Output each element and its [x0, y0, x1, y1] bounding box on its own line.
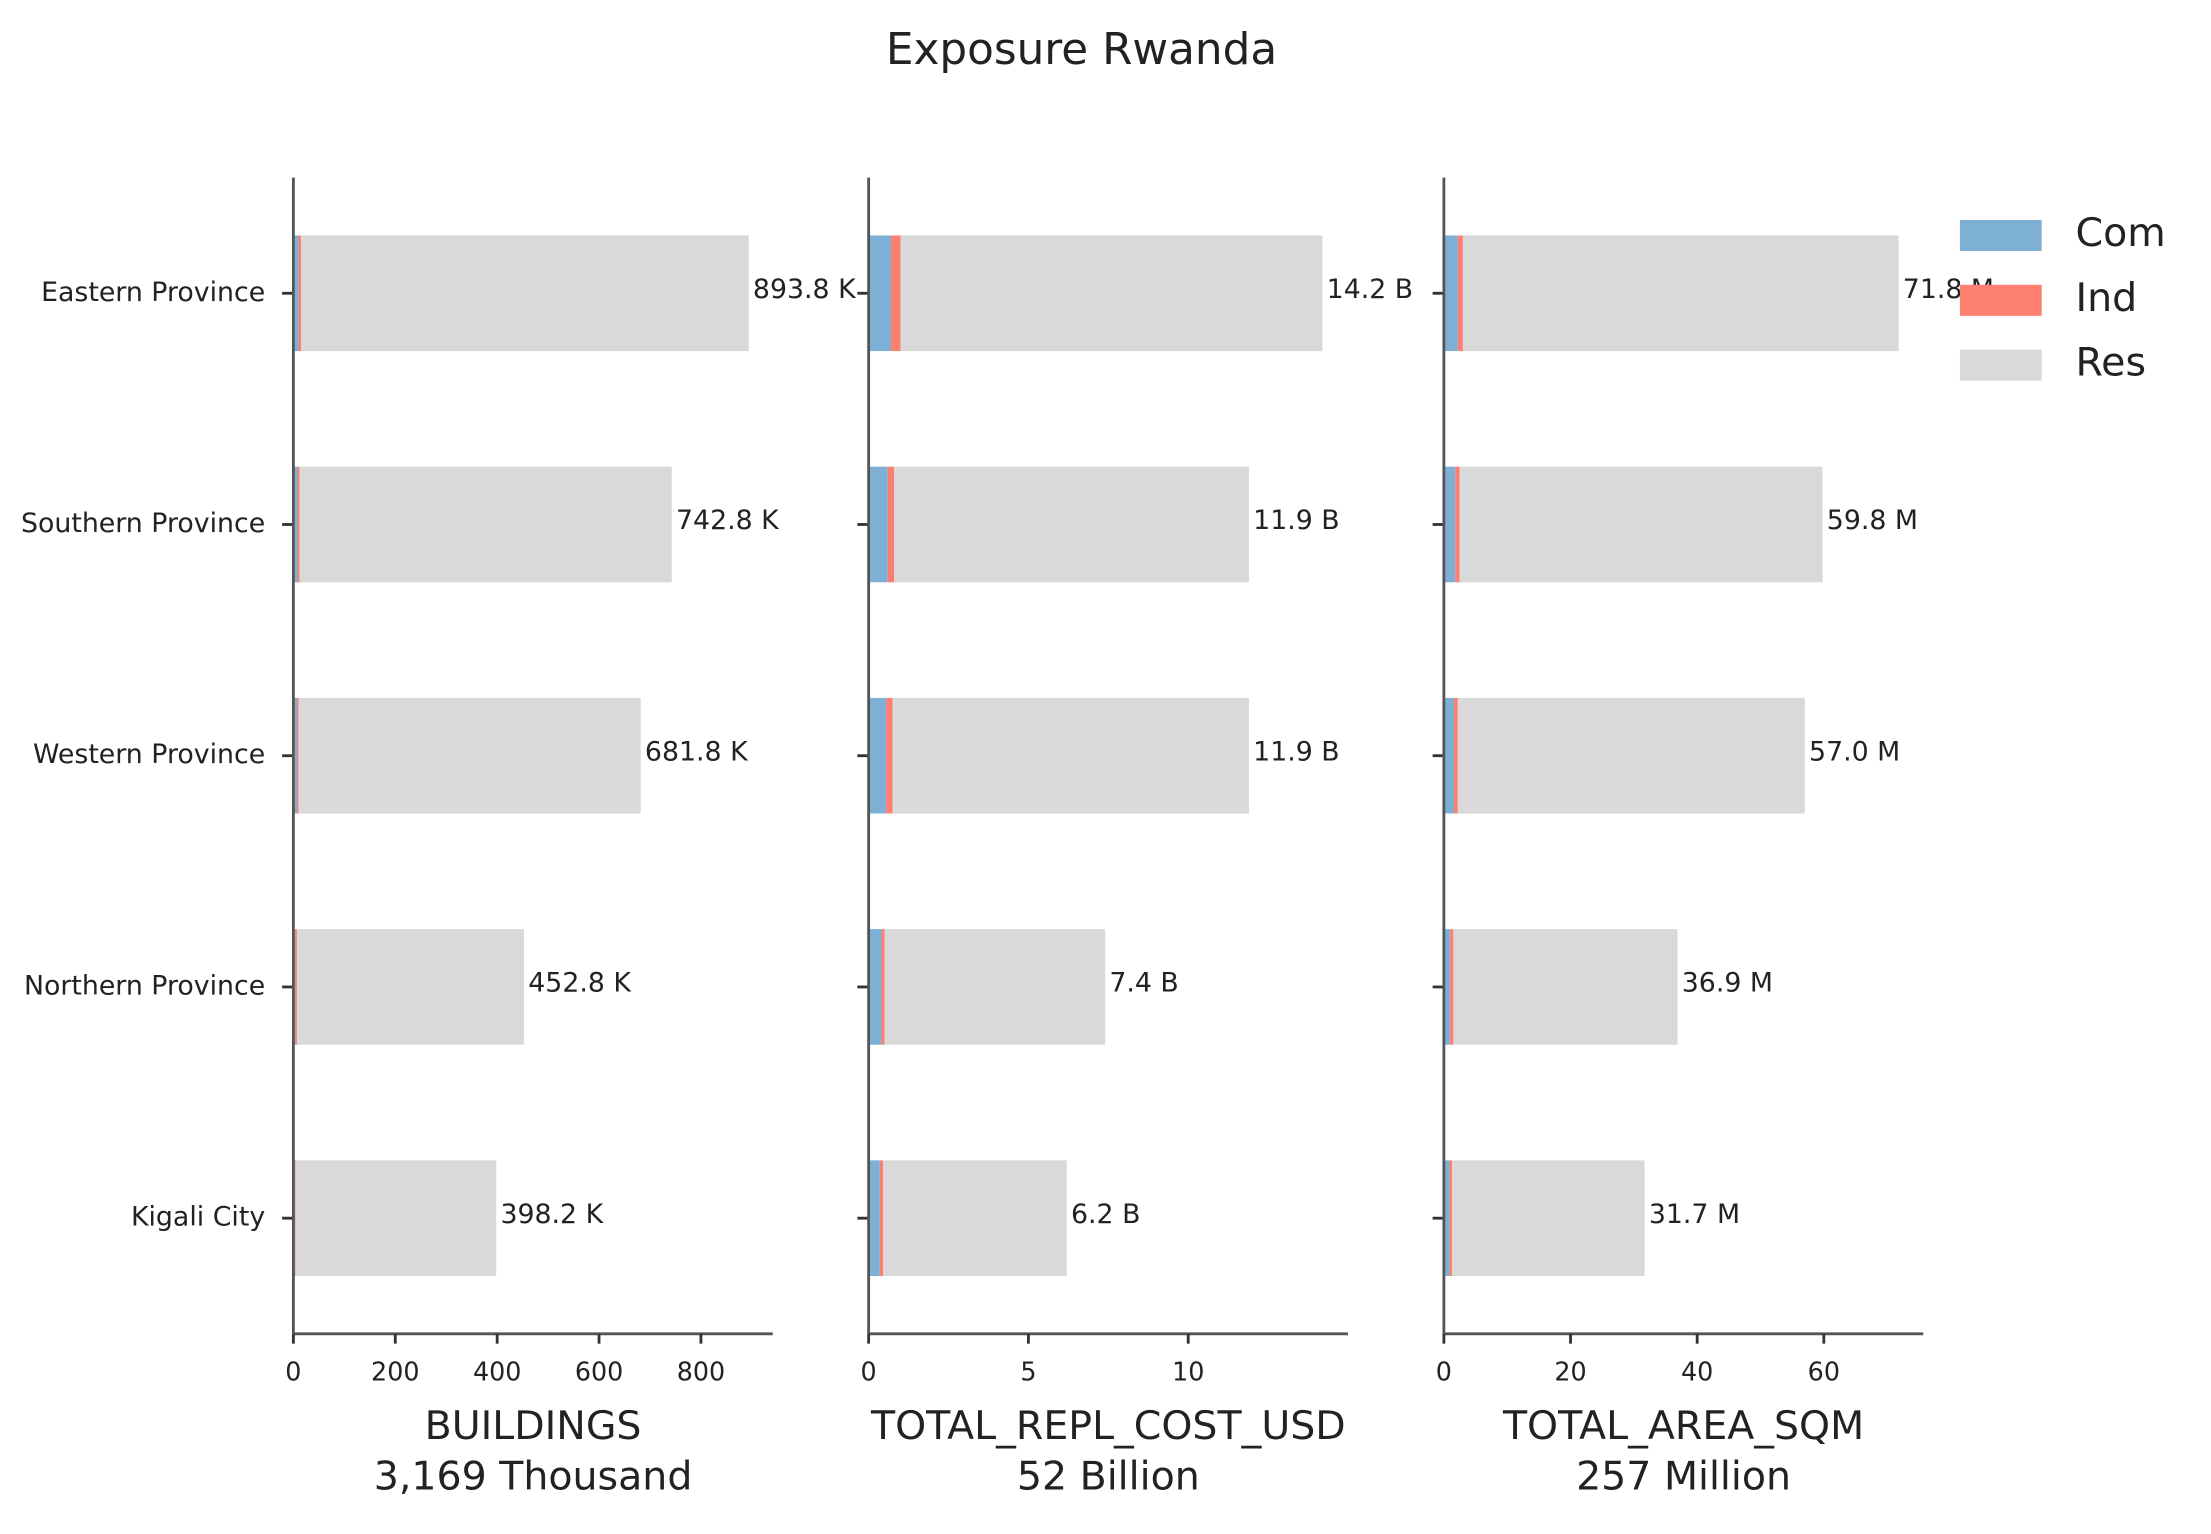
bar-segment — [295, 929, 297, 1045]
value-label: 59.8 M — [1827, 505, 1918, 536]
bar-segment — [1459, 466, 1823, 583]
bar-segment — [293, 235, 299, 352]
value-label: 11.9 B — [1253, 505, 1339, 536]
y-tick-label: Northern Province — [24, 970, 265, 1001]
x-tick-label: 600 — [575, 1356, 623, 1386]
x-tick-label: 20 — [1554, 1356, 1586, 1386]
value-label: 893.8 K — [753, 274, 857, 305]
value-label: 36.9 M — [1682, 968, 1773, 999]
legend-label: Res — [2076, 340, 2147, 386]
bar-segment — [1443, 466, 1456, 583]
value-label: 398.2 K — [500, 1199, 604, 1230]
value-label: 31.7 M — [1649, 1199, 1740, 1230]
value-label: 452.8 K — [528, 968, 632, 999]
bar-segment — [1462, 235, 1899, 352]
value-label: 7.4 B — [1109, 968, 1178, 999]
value-label: 14.2 B — [1327, 274, 1413, 305]
bar-segment — [886, 697, 893, 814]
bar-segment — [884, 929, 1106, 1045]
x-tick-label: 400 — [473, 1356, 521, 1386]
bar-segment — [894, 466, 1249, 583]
bar-segment — [1450, 929, 1454, 1045]
bar-segment — [868, 1160, 880, 1276]
x-axis-label: TOTAL_REPL_COST_USD — [870, 1403, 1346, 1449]
y-tick-label: Southern Province — [21, 508, 265, 539]
legend-swatch — [1959, 349, 2042, 381]
bar-segment — [883, 1160, 1067, 1276]
chart-title: Exposure Rwanda — [886, 24, 1277, 75]
bar-segment — [1449, 1160, 1453, 1276]
bar-segment — [296, 929, 525, 1045]
bar-segment — [1443, 697, 1455, 814]
bar-segment — [293, 466, 298, 583]
x-tick-label: 0 — [861, 1356, 877, 1386]
bar-segment — [298, 697, 641, 814]
x-tick-label: 10 — [1172, 1356, 1204, 1386]
bar-segment — [868, 466, 888, 583]
bar-segment — [296, 697, 299, 814]
legend-swatch — [1959, 284, 2042, 316]
x-axis-label: BUILDINGS — [425, 1403, 642, 1449]
x-tick-label: 800 — [677, 1356, 725, 1386]
bar-segment — [301, 235, 749, 352]
bar-segment — [868, 929, 882, 1045]
bar-segment — [892, 697, 1249, 814]
bar-segment — [299, 466, 672, 583]
bar-segment — [1453, 929, 1678, 1045]
bar-segment — [294, 1160, 296, 1276]
value-label: 11.9 B — [1253, 736, 1339, 767]
x-axis-label: 3,169 Thousand — [374, 1454, 693, 1500]
bar-segment — [868, 235, 892, 352]
value-label: 6.2 B — [1071, 1199, 1140, 1230]
bar-segment — [900, 235, 1323, 352]
bar-segment — [293, 697, 297, 814]
value-label: 681.8 K — [645, 736, 749, 767]
x-tick-label: 60 — [1808, 1356, 1840, 1386]
x-tick-label: 200 — [371, 1356, 419, 1386]
bar-segment — [297, 466, 300, 583]
bar-segment — [1457, 697, 1805, 814]
bar-segment — [295, 1160, 497, 1276]
x-axis-label: 52 Billion — [1017, 1454, 1200, 1500]
bar-segment — [868, 697, 887, 814]
bar-segment — [1452, 1160, 1645, 1276]
bar-segment — [887, 466, 895, 583]
bar-segment — [298, 235, 302, 352]
bar-segment — [1443, 1160, 1450, 1276]
bar-segment — [881, 929, 885, 1045]
x-tick-label: 0 — [1436, 1356, 1452, 1386]
bar-segment — [1454, 697, 1458, 814]
y-tick-label: Western Province — [33, 739, 265, 770]
x-tick-label: 0 — [285, 1356, 301, 1386]
bar-segment — [1455, 466, 1460, 583]
legend-label: Ind — [2076, 275, 2138, 321]
legend-label: Com — [2076, 210, 2166, 256]
y-tick-label: Kigali City — [131, 1202, 265, 1233]
bar-segment — [1443, 929, 1451, 1045]
x-axis-label: 257 Million — [1576, 1454, 1791, 1500]
bar-segment — [1443, 235, 1458, 352]
bar-segment — [879, 1160, 884, 1276]
value-label: 742.8 K — [676, 505, 780, 536]
x-axis-label: TOTAL_AREA_SQM — [1502, 1403, 1864, 1449]
bar-segment — [1457, 235, 1463, 352]
x-tick-label: 40 — [1681, 1356, 1713, 1386]
x-tick-label: 5 — [1020, 1356, 1036, 1386]
y-tick-label: Eastern Province — [41, 277, 265, 308]
value-label: 57.0 M — [1809, 736, 1900, 767]
legend-swatch — [1959, 219, 2042, 251]
bar-segment — [891, 235, 901, 352]
